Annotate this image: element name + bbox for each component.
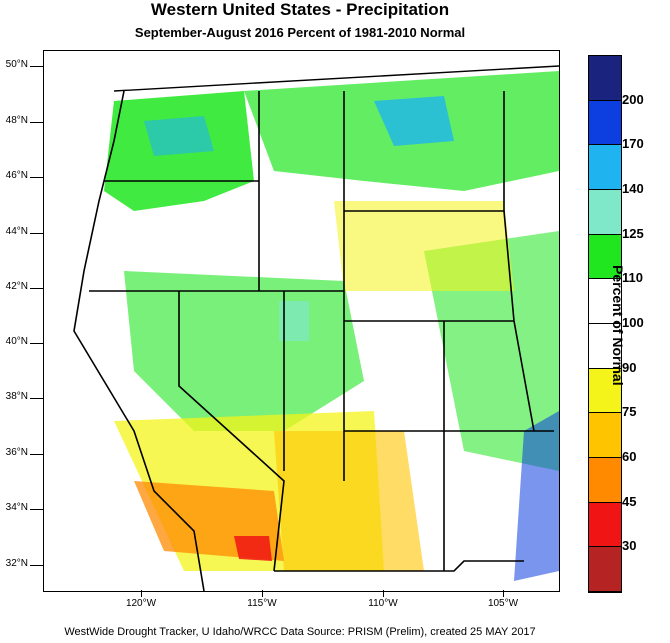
canada-border (113, 65, 559, 92)
lon-label-105: 105°W (487, 598, 519, 609)
legend-swatch (589, 502, 621, 548)
pacific-ocean (44, 51, 204, 591)
legend-swatch (589, 458, 621, 503)
lat-label-36: 36°N (5, 447, 28, 458)
source-footer: WestWide Drought Tracker, U Idaho/WRCC D… (64, 626, 536, 638)
legend-label: 75 (622, 404, 637, 420)
lon-tick-110 (383, 590, 384, 597)
legend-label: 125 (622, 225, 644, 241)
lat-tick-44 (30, 233, 43, 234)
montana-wettest (374, 96, 454, 146)
lat-tick-38 (30, 398, 43, 399)
legend-swatch (589, 56, 621, 101)
lat-label-48: 48°N (5, 115, 28, 126)
legend-label: 30 (622, 538, 637, 554)
southern-california-driest (234, 536, 272, 561)
eastern-plains-wettest (514, 411, 559, 581)
lat-tick-48 (30, 122, 43, 123)
legend-label: 140 (622, 181, 644, 196)
legend-label: 200 (622, 91, 644, 107)
map-subtitle: September-August 2016 Percent of 1981-20… (134, 25, 466, 40)
lat-label-46: 46°N (5, 170, 28, 181)
utah-wettest (279, 301, 309, 341)
coastline (73, 90, 205, 591)
precipitation-map (43, 50, 560, 592)
lat-tick-42 (30, 288, 43, 289)
lat-label-32: 32°N (5, 558, 28, 569)
lon-tick-120 (141, 590, 142, 597)
legend-swatch (589, 413, 621, 458)
lat-tick-36 (30, 454, 43, 455)
washington-wettest (144, 116, 214, 156)
legend-swatch (589, 234, 621, 280)
lon-tick-115 (262, 590, 263, 597)
map-title: Western United States - Precipitation (150, 0, 450, 19)
lon-label-115: 115°W (247, 598, 277, 609)
legend-label: 110 (622, 270, 643, 286)
wyoming-dry (334, 201, 514, 291)
lat-label-44: 44°N (5, 226, 28, 237)
lat-label-42: 42°N (5, 281, 28, 292)
legend-swatch (589, 547, 621, 592)
lon-tick-105 (503, 590, 504, 597)
legend-swatch (589, 145, 621, 190)
legend-swatch (589, 100, 621, 146)
legend-swatch (589, 368, 621, 414)
map-canvas (44, 51, 559, 591)
lat-label-38: 38°N (5, 391, 28, 402)
legend-label: 100 (622, 315, 644, 330)
legend-title: Percent of Normal (610, 265, 626, 386)
lat-tick-40 (30, 343, 43, 344)
color-legend (588, 55, 622, 593)
lat-tick-50 (30, 66, 43, 67)
arizona-dry (274, 431, 424, 571)
lat-tick-34 (30, 509, 43, 510)
legend-label: 90 (622, 359, 637, 375)
lat-tick-32 (30, 565, 43, 566)
lat-label-50: 50°N (5, 59, 28, 70)
legend-label: 45 (622, 493, 637, 509)
lon-label-110: 110°W (368, 598, 398, 609)
lon-label-120: 120°W (125, 598, 157, 609)
legend-swatch (589, 190, 621, 235)
legend-label: 170 (622, 136, 644, 152)
lat-label-34: 34°N (5, 502, 28, 513)
lat-tick-46 (30, 177, 43, 178)
lat-label-40: 40°N (5, 336, 28, 347)
legend-label: 60 (622, 449, 637, 464)
legend-swatch (589, 279, 621, 324)
state-boundaries (89, 91, 554, 572)
legend-swatch (589, 324, 621, 369)
